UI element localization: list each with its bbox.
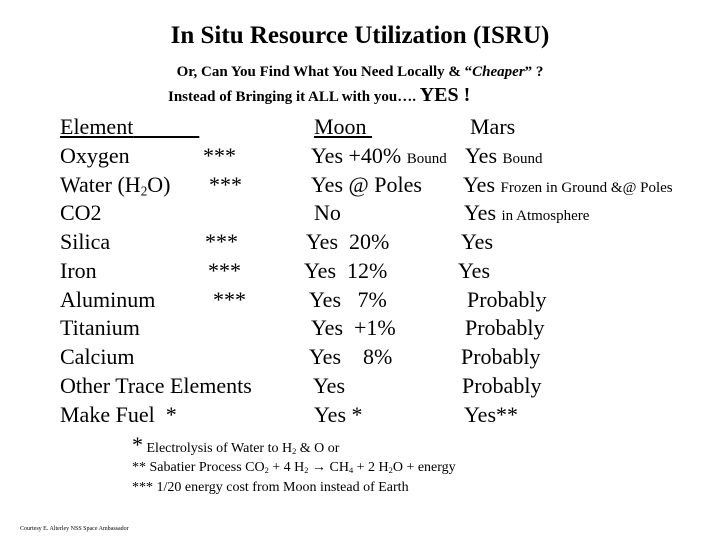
- row-oxygen-element: Oxygen: [60, 143, 130, 168]
- row-iron-mars: Yes: [458, 258, 491, 283]
- row-water-element: Water (H2O): [60, 172, 171, 199]
- row-water-mars: Yes Frozen in Ground &@ Poles: [463, 172, 673, 197]
- footnote-sabatier: ** Sabatier Process CO2 + 4 H2 → CH4 + 2…: [132, 460, 456, 476]
- row-iron-stars: ***: [208, 258, 241, 283]
- row-fuel-element: Make Fuel *: [60, 402, 177, 427]
- row-titanium-element: Titanium: [60, 315, 140, 340]
- row-co2-element: CO2: [60, 200, 102, 225]
- yes-text: YES !: [419, 84, 471, 106]
- row-iron-moon: Yes 12%: [304, 258, 388, 283]
- row-iron-element: Iron: [60, 258, 97, 283]
- row-calcium-moon: Yes 8%: [309, 344, 393, 369]
- row-trace-moon: Yes: [313, 373, 346, 398]
- row-titanium-mars: Probably: [465, 315, 545, 340]
- row-silica-mars: Yes: [461, 229, 494, 254]
- row-fuel-mars: Yes**: [464, 402, 519, 427]
- row-trace-element: Other Trace Elements: [60, 373, 252, 398]
- row-oxygen-stars: ***: [203, 143, 236, 168]
- row-calcium-mars: Probably: [461, 344, 541, 369]
- courtesy-credit: Courtesy E. Alterley NSS Space Ambassado…: [20, 526, 129, 532]
- row-aluminum-moon: Yes 7%: [309, 287, 387, 312]
- row-co2-mars: Yes in Atmosphere: [464, 200, 590, 225]
- row-silica-element: Silica: [60, 229, 111, 254]
- row-calcium-element: Calcium: [60, 344, 135, 369]
- row-aluminum-mars: Probably: [467, 287, 547, 312]
- footnote-energy: *** 1/20 energy cost from Moon instead o…: [132, 480, 409, 495]
- row-trace-mars: Probably: [462, 373, 542, 398]
- row-fuel-moon: Yes *: [314, 402, 363, 427]
- row-aluminum-element: Aluminum: [60, 287, 156, 312]
- row-water-moon: Yes @ Poles: [311, 172, 422, 197]
- row-silica-stars: ***: [205, 229, 238, 254]
- row-silica-moon: Yes 20%: [306, 229, 390, 254]
- row-water-stars: ***: [209, 172, 242, 197]
- footnote-electrolysis: * Electrolysis of Water to H2 & O or: [132, 432, 340, 457]
- row-titanium-moon: Yes +1%: [311, 315, 396, 340]
- header-element: Element: [60, 114, 134, 139]
- header-mars: Mars: [470, 114, 516, 139]
- row-aluminum-stars: ***: [213, 287, 246, 312]
- row-co2-moon: No: [314, 200, 341, 225]
- subtitle-line-1: Or, Can You Find What You Need Locally &…: [176, 64, 544, 80]
- header-moon: Moon: [314, 114, 367, 139]
- row-oxygen-moon: Yes +40% Bound: [311, 143, 447, 168]
- subtitle-line-2: Instead of Bringing it ALL with you…. YE…: [168, 84, 471, 106]
- page-title: In Situ Resource Utilization (ISRU): [170, 22, 550, 49]
- row-oxygen-mars: Yes Bound: [465, 143, 543, 168]
